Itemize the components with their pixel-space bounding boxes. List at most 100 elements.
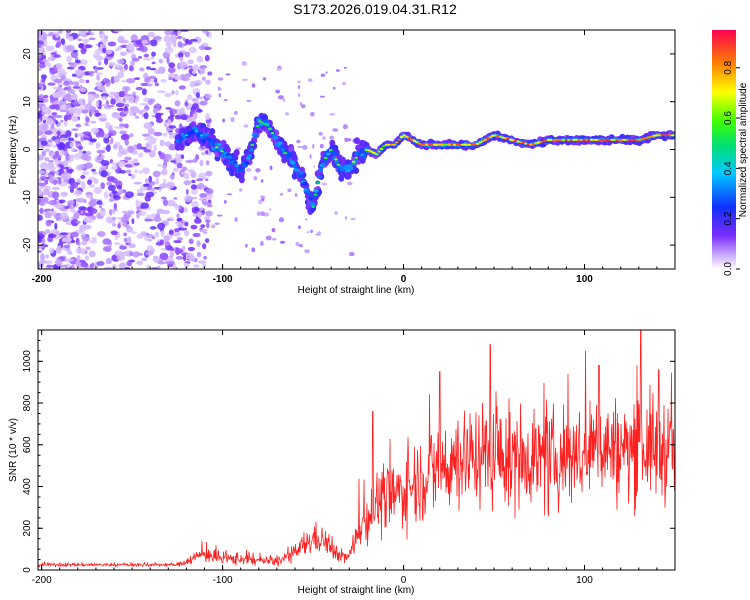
noise-speck [53, 204, 63, 209]
noise-speck [348, 251, 355, 257]
spectrogram-x-label: Height of straight line (km) [298, 285, 415, 296]
noise-speck [45, 219, 52, 227]
ridge-body [248, 148, 254, 152]
ridge-core [258, 120, 262, 123]
noise-speck [312, 143, 315, 149]
noise-speck [96, 72, 103, 76]
noise-speck [271, 238, 277, 241]
ridge-body [308, 197, 313, 201]
snr-frame [37, 329, 676, 571]
noise-speck [184, 195, 192, 203]
noise-speck [192, 64, 199, 71]
noise-speck [260, 179, 264, 183]
noise-speck [131, 231, 137, 235]
ridge-core [557, 138, 561, 141]
ridge-core [430, 143, 434, 146]
noise-speck [199, 193, 208, 198]
noise-speck [75, 221, 81, 224]
noise-speck [66, 168, 74, 173]
noise-speck [67, 81, 75, 85]
noise-speck [107, 41, 117, 47]
ridge-core [323, 157, 328, 160]
noise-speck [174, 100, 181, 107]
noise-speck [79, 79, 86, 84]
noise-speck [187, 255, 196, 261]
ridge-core [367, 149, 371, 152]
noise-speck [69, 62, 78, 68]
ridge-body [298, 174, 303, 178]
noise-speck [334, 211, 338, 215]
noise-speck [119, 130, 127, 135]
noise-speck [75, 69, 84, 77]
noise-speck [191, 201, 199, 208]
noise-speck [55, 230, 60, 235]
ridge-core [668, 134, 673, 137]
noise-speck [147, 140, 156, 145]
ridge-core [443, 143, 447, 146]
noise-speck [205, 150, 209, 155]
noise-speck [190, 110, 196, 114]
noise-speck [153, 131, 163, 137]
noise-speck [168, 144, 177, 151]
ridge-core [595, 138, 599, 141]
noise-speck [80, 210, 84, 215]
noise-speck [77, 33, 81, 37]
noise-speck [192, 158, 198, 163]
ridge-core [567, 138, 571, 141]
noise-speck [158, 58, 164, 64]
ridge-core [655, 134, 660, 137]
noise-speck [204, 185, 207, 188]
noise-speck [243, 124, 249, 128]
noise-speck [45, 45, 55, 52]
noise-speck [145, 191, 155, 198]
noise-speck [102, 246, 112, 252]
noise-speck [206, 222, 210, 229]
noise-speck [53, 133, 58, 137]
ridge-core [587, 138, 591, 141]
ridge-body [203, 132, 209, 137]
noise-speck [253, 176, 258, 181]
noise-speck [89, 139, 97, 143]
noise-speck [69, 89, 75, 94]
noise-speck [73, 212, 80, 219]
noise-speck [225, 73, 231, 76]
noise-speck [157, 67, 161, 74]
noise-speck [128, 65, 134, 72]
noise-speck [178, 52, 184, 59]
ridge-core [486, 137, 490, 140]
noise-speck [112, 208, 116, 215]
noise-speck [143, 122, 153, 130]
ridge-body [209, 138, 215, 143]
noise-speck [222, 118, 226, 123]
noise-speck [155, 213, 160, 220]
noise-speck [80, 58, 84, 66]
noise-speck [48, 160, 54, 163]
noise-speck [44, 148, 50, 153]
ridge-core [483, 138, 488, 141]
noise-speck [245, 243, 248, 248]
noise-speck [70, 93, 79, 100]
noise-speck [155, 112, 162, 120]
noise-speck [108, 132, 114, 136]
noise-speck [53, 54, 61, 58]
noise-speck [63, 78, 70, 82]
noise-speck [87, 93, 94, 97]
noise-speck [123, 111, 129, 114]
noise-speck [182, 37, 186, 41]
noise-speck [161, 164, 167, 169]
noise-speck [93, 178, 99, 184]
noise-speck [88, 215, 94, 219]
ridge-core [607, 138, 612, 141]
y-tick-label: 800 [22, 394, 33, 411]
noise-speck [184, 98, 189, 103]
ridge-core [605, 138, 609, 141]
noise-speck [294, 193, 298, 197]
noise-speck [67, 137, 75, 142]
noise-speck [175, 256, 184, 260]
noise-speck [287, 188, 292, 193]
noise-speck [192, 69, 197, 75]
noise-speck [85, 246, 91, 251]
ridge-core [610, 138, 614, 141]
